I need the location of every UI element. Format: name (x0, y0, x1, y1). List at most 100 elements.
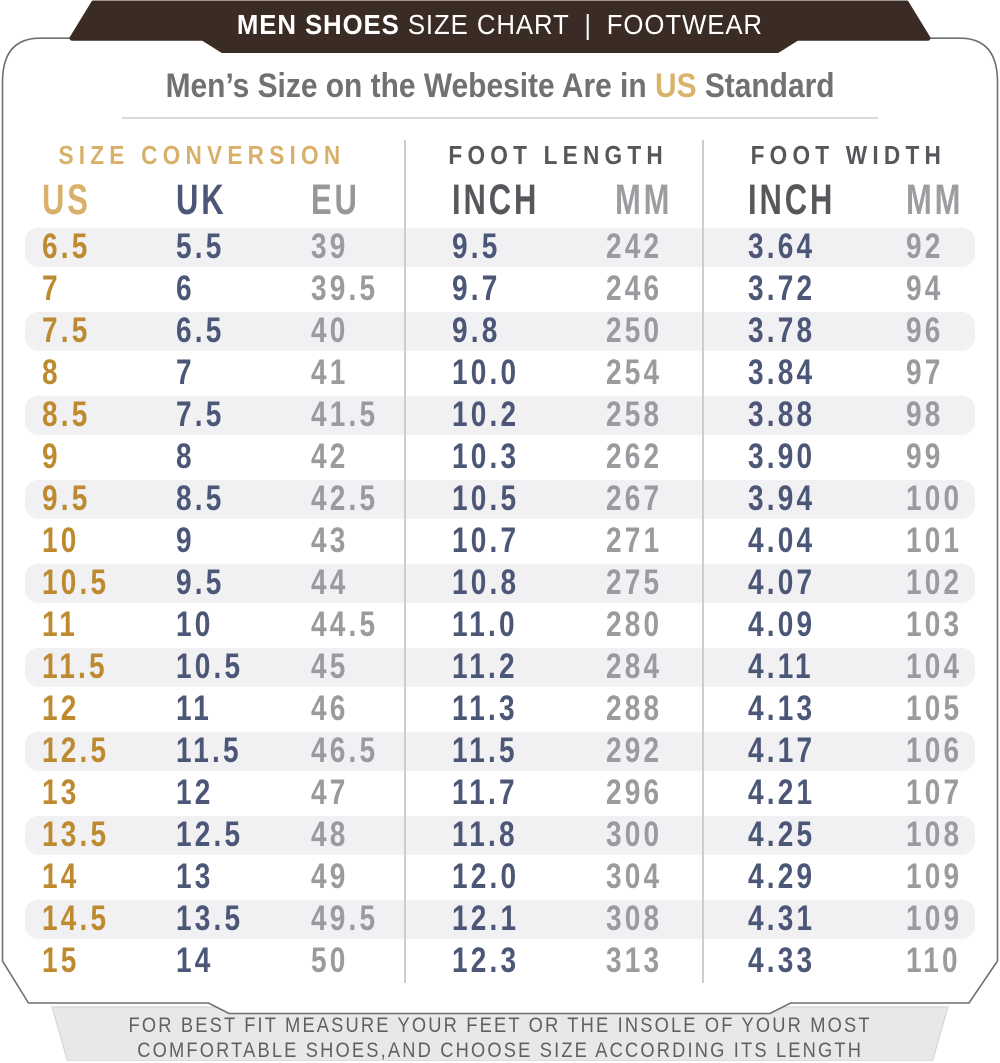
cell-us-col0: 14.5 (42, 899, 110, 938)
banner-title-bold: MEN SHOES (236, 9, 400, 40)
cell-inch-col5: 4.09 (748, 605, 816, 644)
cell-uk-col1: 11.5 (176, 731, 242, 770)
cell-us-col0: 9 (42, 437, 61, 476)
cell-inch-col3: 10.0 (452, 353, 520, 392)
cell-mm-col4: 288 (606, 689, 663, 728)
cell-inch-col3: 11.0 (452, 605, 518, 644)
cell-inch-col3: 10.3 (452, 437, 520, 476)
cell-mm-col6: 109 (906, 899, 963, 938)
cell-mm-col4: 271 (606, 521, 663, 560)
banner-title-rest: SIZE CHART (407, 9, 570, 40)
cell-uk-col1: 13.5 (176, 899, 244, 938)
cell-eu-col2: 44.5 (311, 605, 379, 644)
cell-mm-col4: 258 (606, 395, 663, 434)
cell-inch-col3: 11.3 (452, 689, 518, 728)
footer-note-line1: FOR BEST FIT MEASURE YOUR FEET OR THE IN… (128, 1014, 872, 1037)
table-row: 8.5 7.5 41.5 10.2 258 3.88 98 (25, 394, 975, 436)
cell-inch-col5: 4.29 (748, 857, 816, 896)
cell-us-col0: 7.5 (42, 311, 91, 350)
cell-mm-col6: 100 (906, 479, 963, 518)
cell-mm-col4: 275 (606, 563, 663, 602)
cell-uk-col1: 6 (176, 269, 195, 308)
cell-eu-col2: 40 (311, 311, 349, 350)
cell-inch-col3: 10.2 (452, 395, 520, 434)
table-row: 11.5 10.5 45 11.2 284 4.11 104 (25, 646, 975, 688)
table-row: 12.5 11.5 46.5 11.5 292 4.17 106 (25, 730, 975, 772)
cell-eu-col2: 47 (311, 773, 349, 812)
table-row: 9.5 8.5 42.5 10.5 267 3.94 100 (25, 478, 975, 520)
banner-separator: | (584, 9, 593, 40)
cell-us-col0: 11.5 (42, 647, 108, 686)
cell-inch-col5: 4.31 (748, 899, 816, 938)
cell-mm-col4: 296 (606, 773, 663, 812)
cell-us-col0: 12.5 (42, 731, 110, 770)
cell-us-col0: 13.5 (42, 815, 110, 854)
cell-mm-col4: 267 (606, 479, 663, 518)
table-row: 13 12 47 11.7 296 4.21 107 (25, 772, 975, 814)
page-title-prefix: Men’s Size on the Webesite Are in (165, 67, 655, 105)
cell-mm-col6: 110 (906, 941, 961, 980)
table-row: 15 14 50 12.3 313 4.33 110 (25, 940, 975, 982)
banner-right-label: FOOTWEAR (606, 9, 764, 40)
cell-inch-col3: 11.7 (452, 773, 518, 812)
column-header-length-mm: MM (615, 176, 673, 224)
cell-inch-col5: 3.64 (748, 227, 816, 266)
cell-inch-col3: 12.0 (452, 857, 520, 896)
cell-us-col0: 9.5 (42, 479, 91, 518)
page-title-suffix: Standard (696, 67, 835, 105)
cell-inch-col3: 11.5 (452, 731, 518, 770)
cell-uk-col1: 14 (176, 941, 214, 980)
section-divider-right (702, 140, 704, 983)
cell-us-col0: 14 (42, 857, 80, 896)
group-label-foot-length: FOOT LENGTH (448, 140, 669, 170)
cell-eu-col2: 44 (311, 563, 349, 602)
cell-mm-col6: 105 (906, 689, 963, 728)
cell-inch-col5: 3.88 (748, 395, 816, 434)
cell-eu-col2: 49 (311, 857, 349, 896)
cell-inch-col3: 12.3 (452, 941, 520, 980)
cell-inch-col5: 4.04 (748, 521, 816, 560)
table-row: 14 13 49 12.0 304 4.29 109 (25, 856, 975, 898)
cell-uk-col1: 13 (176, 857, 214, 896)
cell-inch-col3: 9.7 (452, 269, 501, 308)
cell-us-col0: 13 (42, 773, 80, 812)
top-banner: MEN SHOES SIZE CHART | FOOTWEAR (0, 7, 1000, 43)
cell-eu-col2: 39 (311, 227, 349, 266)
cell-uk-col1: 9 (176, 521, 195, 560)
cell-mm-col4: 304 (606, 857, 663, 896)
cell-mm-col4: 246 (606, 269, 663, 308)
cell-eu-col2: 46 (311, 689, 349, 728)
cell-uk-col1: 10 (176, 605, 214, 644)
cell-inch-col3: 11.8 (452, 815, 518, 854)
cell-mm-col6: 109 (906, 857, 963, 896)
group-label-foot-width: FOOT WIDTH (750, 140, 946, 170)
column-header-length-inch: INCH (452, 176, 540, 224)
cell-inch-col3: 12.1 (452, 899, 520, 938)
cell-inch-col5: 4.07 (748, 563, 816, 602)
column-header-eu: EU (311, 176, 360, 224)
cell-mm-col6: 103 (906, 605, 963, 644)
cell-us-col0: 15 (42, 941, 80, 980)
cell-mm-col4: 300 (606, 815, 663, 854)
table-column-header-row: US UK EU INCH MM INCH MM (25, 174, 975, 226)
cell-mm-col4: 292 (606, 731, 663, 770)
cell-eu-col2: 46.5 (311, 731, 379, 770)
column-header-width-inch: INCH (748, 176, 836, 224)
cell-mm-col4: 308 (606, 899, 663, 938)
cell-mm-col6: 102 (906, 563, 963, 602)
table-row: 9 8 42 10.3 262 3.90 99 (25, 436, 975, 478)
table-row: 10.5 9.5 44 10.8 275 4.07 102 (25, 562, 975, 604)
cell-inch-col3: 10.5 (452, 479, 520, 518)
heading-divider (122, 117, 878, 119)
cell-inch-col3: 9.5 (452, 227, 501, 266)
cell-inch-col5: 4.25 (748, 815, 816, 854)
footer-note: FOR BEST FIT MEASURE YOUR FEET OR THE IN… (0, 1013, 1000, 1063)
cell-us-col0: 10 (42, 521, 80, 560)
table-row: 14.5 13.5 49.5 12.1 308 4.31 109 (25, 898, 975, 940)
cell-inch-col5: 3.90 (748, 437, 816, 476)
table-row: 11 10 44.5 11.0 280 4.09 103 (25, 604, 975, 646)
table-row: 7.5 6.5 40 9.8 250 3.78 96 (25, 310, 975, 352)
top-tab-shape (69, 0, 931, 53)
page-title-highlight: US (654, 67, 697, 105)
cell-eu-col2: 41 (311, 353, 349, 392)
